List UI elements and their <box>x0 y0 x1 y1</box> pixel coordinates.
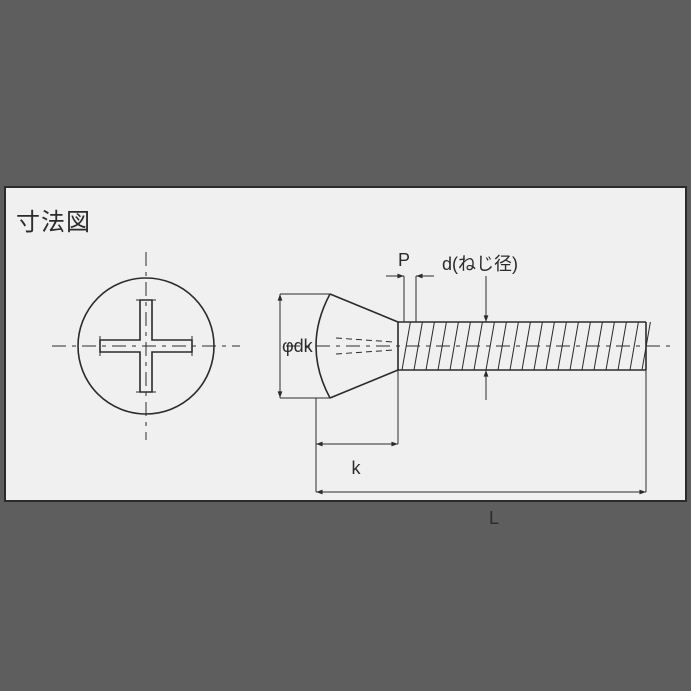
drawing-sheet: 寸法図 φdk k P d(ねじ径) L <box>4 186 687 502</box>
label-P: P <box>398 250 410 271</box>
label-k: k <box>352 458 361 479</box>
label-L: L <box>489 508 499 529</box>
top-view <box>26 228 286 528</box>
label-phi-dk: φdk <box>282 336 313 357</box>
label-d: d(ねじ径) <box>442 250 518 276</box>
